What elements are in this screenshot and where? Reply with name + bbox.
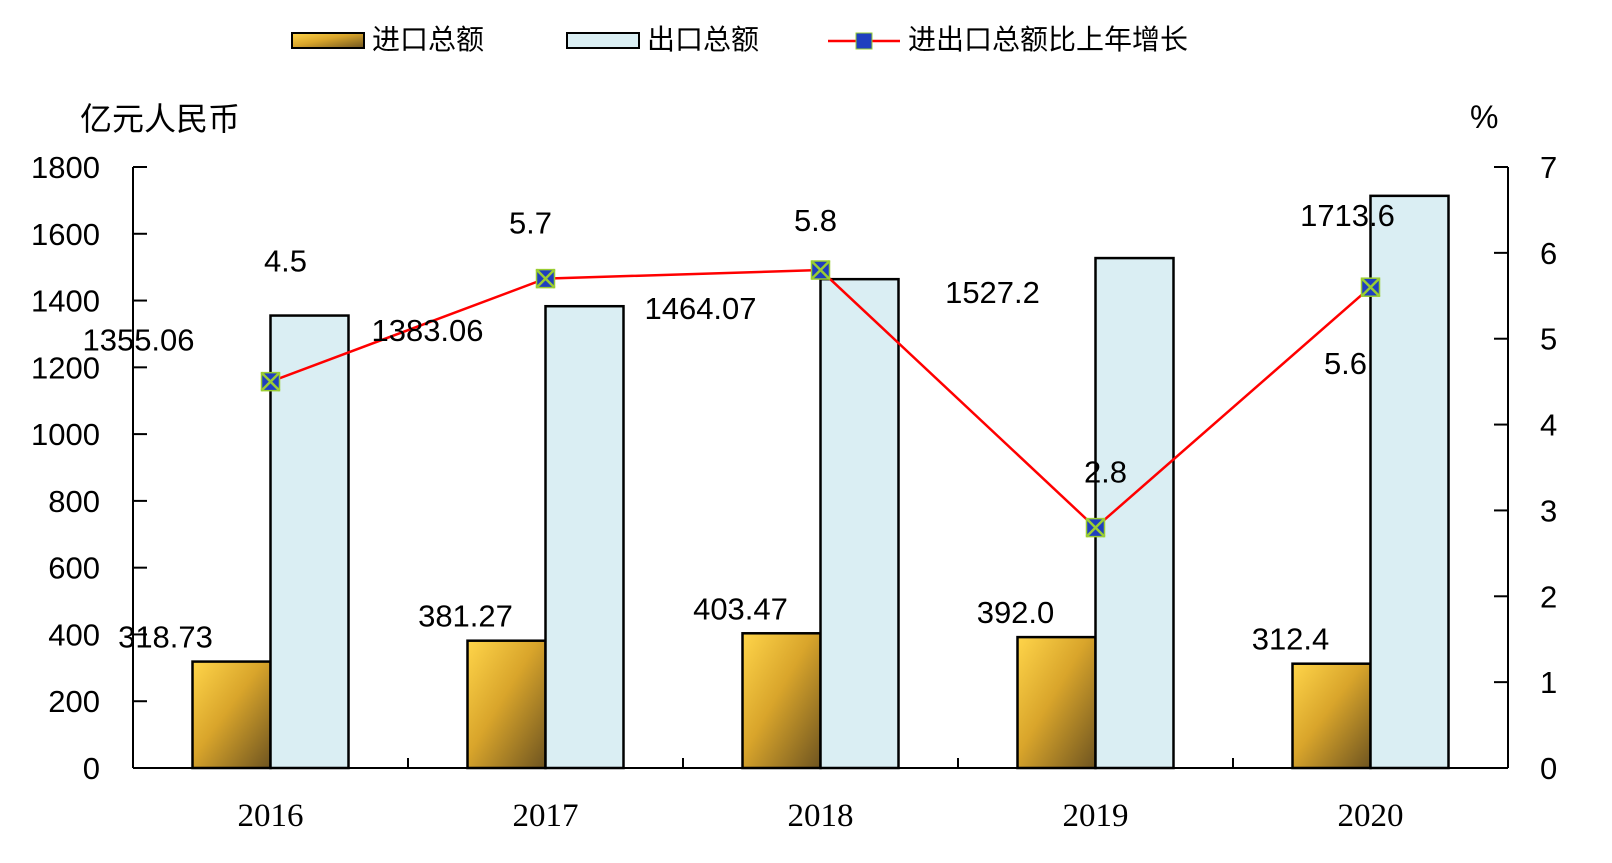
bar-import — [191, 660, 272, 770]
growth-marker — [535, 268, 556, 289]
data-label-import: 403.47 — [693, 591, 788, 626]
y-left-tick-label: 800 — [48, 484, 100, 519]
y-right-tick-label: 1 — [1540, 665, 1557, 700]
growth-marker — [1360, 277, 1381, 298]
y-left-tick-label: 1000 — [31, 417, 100, 452]
data-label-growth: 5.6 — [1324, 346, 1367, 381]
y-right-tick-label: 0 — [1540, 751, 1557, 786]
y-left-tick-label: 600 — [48, 551, 100, 586]
y-left-ticks: 0 200 400 600 800 1000 1200 1400 1600 1800 — [31, 150, 147, 786]
data-label-export: 1713.6 — [1300, 198, 1395, 233]
bars — [191, 194, 1450, 770]
y-left-axis-title: 亿元人民币 — [80, 101, 240, 137]
x-tick-label: 2020 — [1338, 798, 1404, 834]
data-label-export: 1355.06 — [82, 323, 194, 358]
data-label-import: 381.27 — [418, 599, 513, 634]
data-label-export: 1527.2 — [945, 275, 1040, 310]
x-tick-label: 2018 — [788, 798, 854, 834]
bar-export — [269, 314, 350, 770]
y-right-ticks: 0 1 2 3 4 5 6 7 — [1494, 150, 1557, 786]
legend-label-export: 出口总额 — [647, 24, 759, 55]
bar-export — [1369, 194, 1450, 770]
y-left-tick-label: 200 — [48, 684, 100, 719]
bar-import — [1016, 635, 1097, 770]
bar-import — [466, 639, 547, 770]
y-left-tick-label: 400 — [48, 617, 100, 652]
growth-marker — [260, 371, 281, 392]
y-left-tick-label: 1600 — [31, 217, 100, 252]
data-label-export: 1464.07 — [644, 291, 756, 326]
y-left-tick-label: 1200 — [31, 350, 100, 385]
data-label-import: 312.4 — [1252, 622, 1330, 657]
y-right-tick-label: 5 — [1540, 322, 1557, 357]
y-right-tick-label: 6 — [1540, 236, 1557, 271]
x-ticks: 2016 2017 2018 2019 2020 — [238, 758, 1404, 834]
data-labels: 318.73 1355.06 381.27 1383.06 403.47 1464.07 3… — [82, 198, 1394, 657]
data-label-import: 318.73 — [118, 620, 213, 655]
y-right-tick-label: 4 — [1540, 408, 1557, 443]
y-left-tick-label: 0 — [83, 751, 100, 786]
data-label-import: 392.0 — [977, 595, 1055, 630]
bar-import — [741, 632, 822, 770]
y-right-axis-title: % — [1470, 99, 1498, 135]
x-tick-label: 2016 — [238, 798, 304, 834]
growth-line-series — [260, 260, 1381, 538]
y-right-tick-label: 7 — [1540, 150, 1557, 185]
bar-export — [1094, 256, 1175, 770]
y-right-tick-label: 2 — [1540, 579, 1557, 614]
legend-label-import: 进口总额 — [372, 24, 484, 55]
x-tick-label: 2017 — [513, 798, 579, 834]
data-label-growth: 4.5 — [264, 244, 307, 279]
growth-marker — [1085, 517, 1106, 538]
growth-marker — [810, 260, 831, 280]
legend: 进口总额 出口总额 进出口总额比上年增长 — [291, 24, 1188, 55]
legend-marker-growth — [855, 32, 873, 50]
legend-swatch-import — [291, 32, 365, 49]
legend-label-growth: 进出口总额比上年增长 — [908, 24, 1188, 55]
bar-import — [1291, 662, 1372, 770]
bar-export — [819, 277, 900, 770]
bar-export — [544, 304, 625, 770]
data-label-growth: 2.8 — [1084, 455, 1127, 490]
y-right-tick-label: 3 — [1540, 493, 1557, 528]
data-label-growth: 5.8 — [794, 203, 837, 238]
y-left-tick-label: 1400 — [31, 284, 100, 319]
y-left-tick-label: 1800 — [31, 150, 100, 185]
data-label-export: 1383.06 — [371, 313, 483, 348]
x-tick-label: 2019 — [1063, 798, 1129, 834]
data-label-growth: 5.7 — [509, 206, 552, 241]
legend-swatch-export — [566, 32, 640, 49]
